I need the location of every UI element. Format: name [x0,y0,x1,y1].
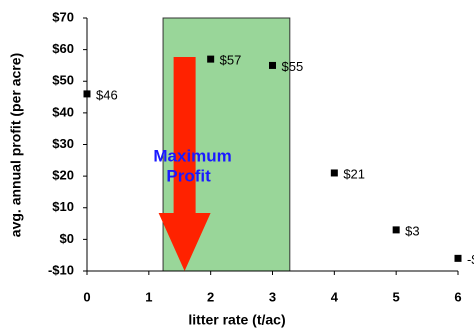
point [392,226,400,234]
point [454,254,462,262]
x-tick-label: 1 [145,289,152,304]
x-tick-label: 4 [331,289,339,304]
point [330,169,338,177]
data-label: $55 [282,59,304,74]
arrow [158,57,211,271]
annotation: Profit [166,166,211,185]
x-tick-label: 3 [269,289,276,304]
x-tick-label: 5 [393,289,400,304]
x-tick-label: 6 [454,289,461,304]
y-tick-label: -$10 [48,262,74,277]
data-label: $46 [96,87,118,102]
y-axis-title: avg. annual profit (per acre) [8,53,24,237]
y-tick-label: $40 [52,104,74,119]
data-label: $57 [220,53,242,68]
point [269,61,276,69]
y-tick-label: $60 [52,41,74,56]
y-tick-label: $20 [52,168,74,183]
x-axis-title: litter rate (t/ac) [188,312,285,328]
data-label: -$6 [467,252,474,267]
y-tick-label: $10 [52,199,74,214]
x-tick-label: 2 [207,289,214,304]
annotation: Maximum [153,146,231,165]
point [83,90,91,98]
y-tick-label: $30 [52,136,74,151]
data-label: $21 [343,166,365,181]
y-tick-label: $70 [52,9,74,24]
x-tick-label: 0 [83,289,90,304]
y-tick-label: $50 [52,73,74,88]
y-tick-label: $0 [60,231,74,246]
point [207,55,215,63]
data-label: $3 [405,223,419,238]
